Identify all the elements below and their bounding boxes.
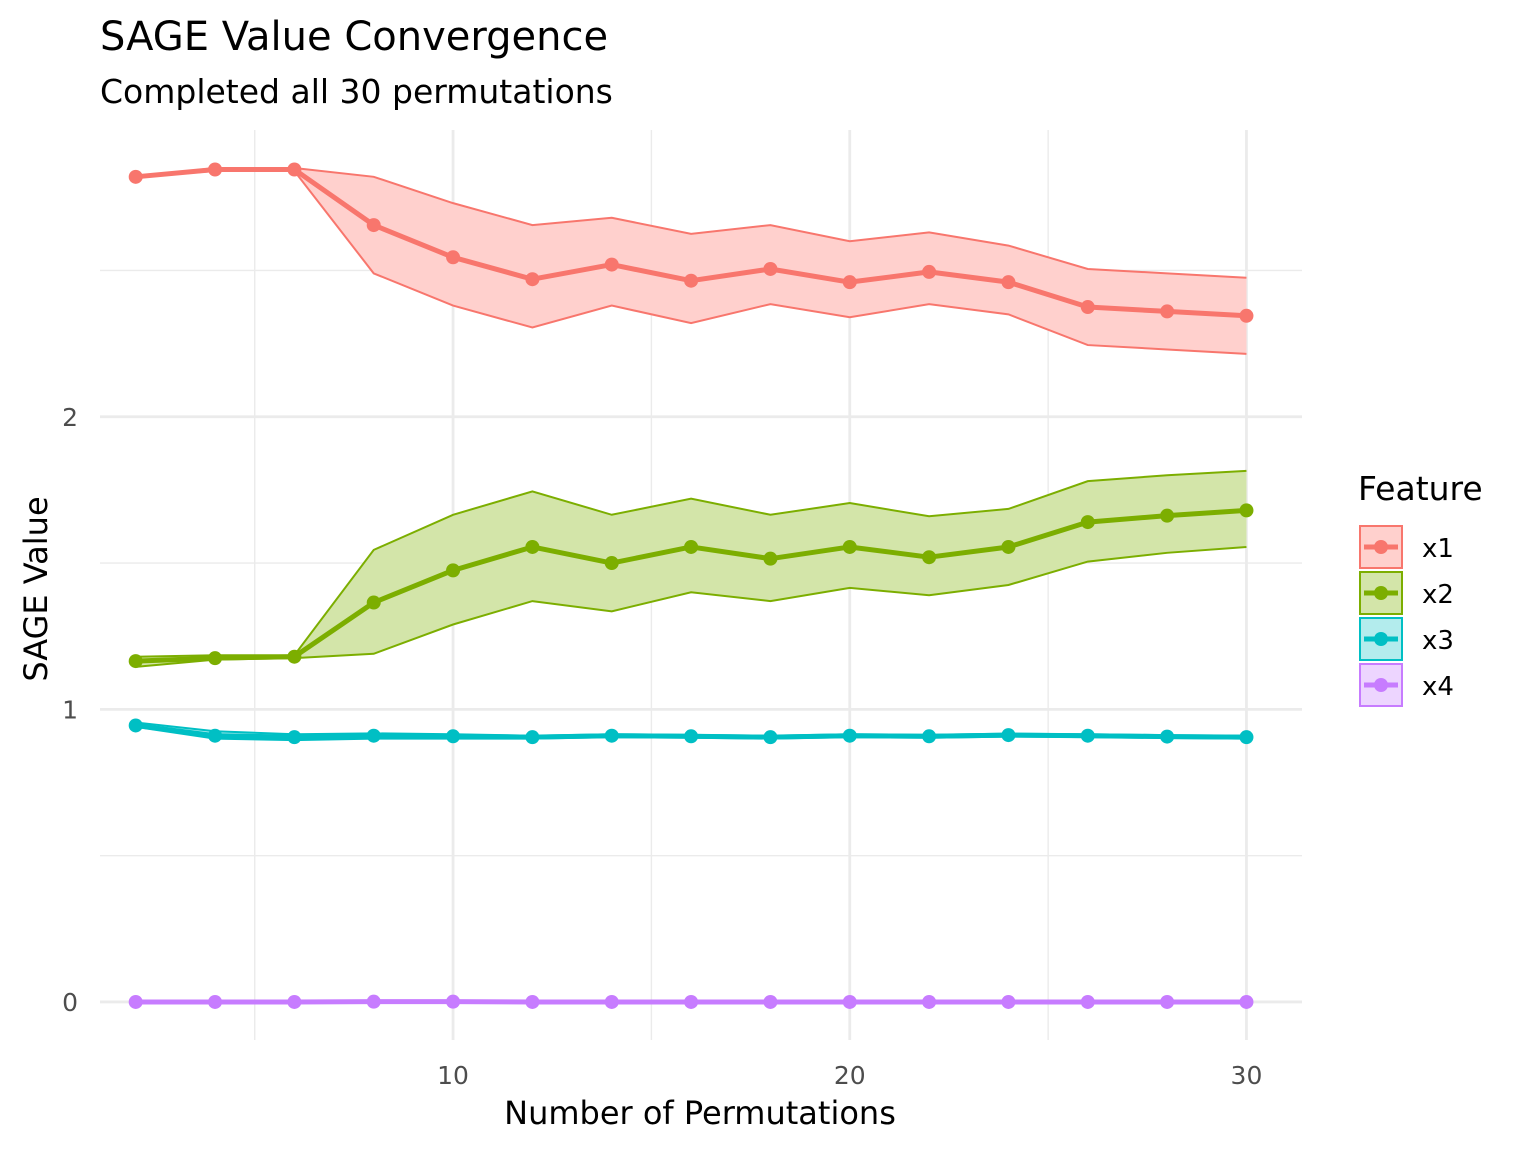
data-point-x3 — [208, 728, 223, 743]
data-point-x4 — [922, 994, 937, 1009]
data-point-x2 — [1160, 508, 1175, 523]
data-point-x2 — [763, 551, 778, 566]
ci-band-x1 — [135, 168, 1247, 354]
data-point-x1 — [763, 261, 778, 276]
data-point-x3 — [525, 730, 540, 745]
data-point-x1 — [1001, 275, 1016, 290]
data-point-x4 — [842, 994, 857, 1009]
data-point-x2 — [208, 651, 223, 666]
data-point-x4 — [366, 994, 381, 1009]
data-point-x1 — [1080, 300, 1095, 315]
data-point-x4 — [684, 994, 699, 1009]
data-point-x4 — [287, 994, 302, 1009]
legend-label-x3: x3 — [1422, 626, 1454, 656]
legend-title: Feature — [1358, 469, 1483, 508]
data-point-x4 — [604, 994, 619, 1009]
data-point-x3 — [763, 730, 778, 745]
x-tick-label: 30 — [1231, 1061, 1263, 1090]
data-point-x4 — [763, 994, 778, 1009]
data-point-x2 — [1239, 503, 1254, 518]
y-axis-title: SAGE Value — [17, 496, 55, 681]
data-point-x4 — [525, 994, 540, 1009]
x-tick-labels: 10 20 30 — [437, 1061, 1262, 1090]
data-point-x2 — [1080, 515, 1095, 530]
chart-title: SAGE Value Convergence — [100, 14, 608, 60]
y-tick-label: 2 — [62, 403, 78, 432]
data-point-x2 — [287, 649, 302, 664]
legend-point-x2 — [1374, 586, 1388, 600]
legend-point-x1 — [1374, 540, 1388, 554]
ci-lower-x2 — [135, 545, 1247, 668]
ci-bands — [135, 167, 1247, 1003]
y-tick-labels: 0 1 2 — [62, 403, 78, 1017]
data-point-x3 — [446, 729, 461, 744]
data-point-x3 — [1001, 728, 1016, 743]
y-tick-label: 0 — [62, 988, 78, 1017]
data-point-x2 — [842, 539, 857, 554]
data-point-x1 — [446, 250, 461, 265]
data-point-x4 — [1080, 994, 1095, 1009]
data-point-x3 — [1160, 729, 1175, 744]
data-point-x2 — [684, 539, 699, 554]
data-point-x2 — [446, 563, 461, 578]
data-point-x4 — [128, 994, 143, 1009]
data-point-x3 — [1080, 728, 1095, 743]
data-point-x1 — [604, 257, 619, 272]
legend-label-x4: x4 — [1422, 672, 1454, 702]
y-tick-label: 1 — [62, 695, 78, 724]
data-point-x3 — [1239, 730, 1254, 745]
data-point-x4 — [1239, 994, 1254, 1009]
ci-lower-x1 — [135, 169, 1247, 355]
data-point-x4 — [208, 994, 223, 1009]
chart-subtitle: Completed all 30 permutations — [100, 72, 613, 111]
data-point-x1 — [842, 275, 857, 290]
data-point-x4 — [1001, 994, 1016, 1009]
data-point-x2 — [128, 654, 143, 669]
ci-upper-x1 — [135, 167, 1247, 279]
data-point-x3 — [128, 718, 143, 733]
data-point-x1 — [287, 162, 302, 177]
data-point-x1 — [684, 273, 699, 288]
data-point-x1 — [208, 162, 223, 177]
series-points — [128, 162, 1254, 1009]
data-point-x1 — [1160, 304, 1175, 319]
x-tick-label: 20 — [834, 1061, 866, 1090]
data-point-x2 — [922, 550, 937, 565]
data-point-x3 — [287, 730, 302, 745]
data-point-x2 — [525, 539, 540, 554]
data-point-x3 — [922, 729, 937, 744]
data-point-x2 — [604, 556, 619, 571]
data-point-x1 — [366, 218, 381, 233]
legend-label-x2: x2 — [1422, 580, 1454, 610]
legend: Feature x1 x2 x3 x4 — [1358, 469, 1483, 707]
data-point-x2 — [366, 595, 381, 610]
legend-point-x4 — [1374, 678, 1388, 692]
data-point-x3 — [604, 728, 619, 743]
data-point-x4 — [1160, 994, 1175, 1009]
ci-upper-x2 — [135, 469, 1247, 658]
x-axis-title: Number of Permutations — [504, 1094, 896, 1132]
legend-label-x1: x1 — [1422, 534, 1454, 564]
data-point-x2 — [1001, 539, 1016, 554]
data-point-x1 — [1239, 308, 1254, 323]
x-tick-label: 10 — [437, 1061, 469, 1090]
data-point-x3 — [366, 728, 381, 743]
data-point-x1 — [922, 264, 937, 279]
data-point-x1 — [525, 272, 540, 287]
data-point-x3 — [684, 729, 699, 744]
legend-point-x3 — [1374, 632, 1388, 646]
data-point-x4 — [446, 994, 461, 1009]
data-point-x1 — [128, 169, 143, 184]
ci-band-x2 — [135, 470, 1247, 667]
data-point-x3 — [842, 728, 857, 743]
